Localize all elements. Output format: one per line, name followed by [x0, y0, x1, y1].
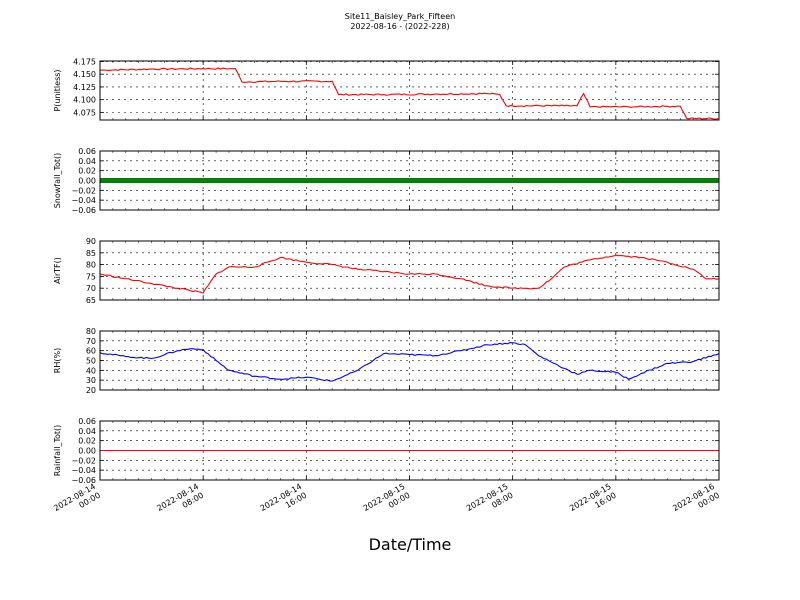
y-tick-label: 85: [86, 249, 96, 258]
x-tick-label: 2022-08-1508:00: [465, 482, 515, 522]
y-tick-label: −0.06: [71, 206, 96, 215]
subplot-5: −0.06−0.04−0.020.000.020.040.06 Rainfall_…: [53, 417, 720, 485]
y-tick-label: 4.125: [73, 83, 96, 92]
x-tick-label: 2022-08-1416:00: [259, 482, 309, 522]
y-tick-label: 90: [86, 237, 96, 246]
subplots: 4.075 4.100 4.125 4.150 4.175 P(unitless) −0.0…: [53, 58, 720, 485]
x-axis-label: Date/Time: [369, 535, 452, 554]
data-line: [99, 67, 720, 120]
subplot-3: 65 70 75 80 85 90 AirTF(): [53, 237, 720, 305]
data-line: [99, 342, 720, 382]
y-axis-label: Rainfall_Tot(): [53, 425, 62, 477]
subplot-1: 4.075 4.100 4.125 4.150 4.175 P(unitless): [53, 58, 720, 121]
y-tick-label: 70: [86, 284, 96, 293]
y-tick-label: 20: [86, 386, 96, 395]
y-tick-label: 0.06: [78, 417, 96, 426]
y-tick-label: −0.02: [71, 186, 96, 195]
y-tick-label: 80: [86, 327, 96, 336]
y-tick-label: 0.06: [78, 147, 96, 156]
data-line: [99, 254, 720, 294]
y-tick-label: −0.06: [71, 476, 96, 485]
y-tick-label: 0.00: [78, 447, 96, 456]
y-tick-label: 0.02: [78, 167, 96, 176]
plot-frame: [99, 60, 720, 121]
y-tick-label: −0.02: [71, 456, 96, 465]
subplot-2: −0.06−0.04−0.020.000.020.040.06 Snowfall_…: [53, 147, 720, 215]
y-tick-label: 75: [86, 272, 96, 281]
y-tick-label: 4.100: [73, 96, 96, 105]
y-tick-label: 60: [86, 347, 96, 356]
y-tick-label: 30: [86, 376, 96, 385]
x-tick-label: 2022-08-1400:00: [52, 482, 102, 522]
y-tick-label: −0.04: [71, 466, 96, 475]
plot-frame: [99, 420, 720, 481]
y-tick-label: 0.04: [78, 427, 96, 436]
x-tick-label: 2022-08-1600:00: [671, 482, 721, 522]
y-tick-label: 4.175: [73, 58, 96, 67]
y-axis-label: P(unitless): [53, 69, 62, 111]
chart-title: Site11_Baisley_Park_Fifteen: [345, 12, 455, 21]
y-tick-label: 80: [86, 261, 96, 270]
y-axis-label: RH(%): [53, 348, 62, 373]
y-axis-label: AirTF(): [53, 257, 62, 284]
plot-frame: [99, 330, 720, 391]
y-tick-label: 4.150: [73, 70, 96, 79]
y-tick-label: 50: [86, 357, 96, 366]
y-tick-label: 65: [86, 296, 96, 305]
x-tick-labels: 2022-08-1400:00 2022-08-1408:00 2022-08-14…: [52, 482, 721, 522]
y-tick-label: 4.075: [73, 108, 96, 117]
chart-subtitle: 2022-08-16 - (2022-228): [350, 22, 449, 31]
y-tick-label: 0.02: [78, 437, 96, 446]
plot-frame: [99, 150, 720, 211]
y-tick-label: −0.04: [71, 196, 96, 205]
y-tick-label: 0.00: [78, 177, 96, 186]
x-tick-label: 2022-08-1516:00: [568, 482, 618, 522]
y-tick-label: 0.04: [78, 157, 96, 166]
y-tick-label: 70: [86, 337, 96, 346]
y-axis-label: Snowfall_Tot(): [53, 153, 62, 209]
x-tick-label: 2022-08-1408:00: [155, 482, 205, 522]
plot-frame: [99, 240, 720, 301]
y-tick-label: 40: [86, 366, 96, 375]
x-tick-label: 2022-08-1500:00: [362, 482, 412, 522]
